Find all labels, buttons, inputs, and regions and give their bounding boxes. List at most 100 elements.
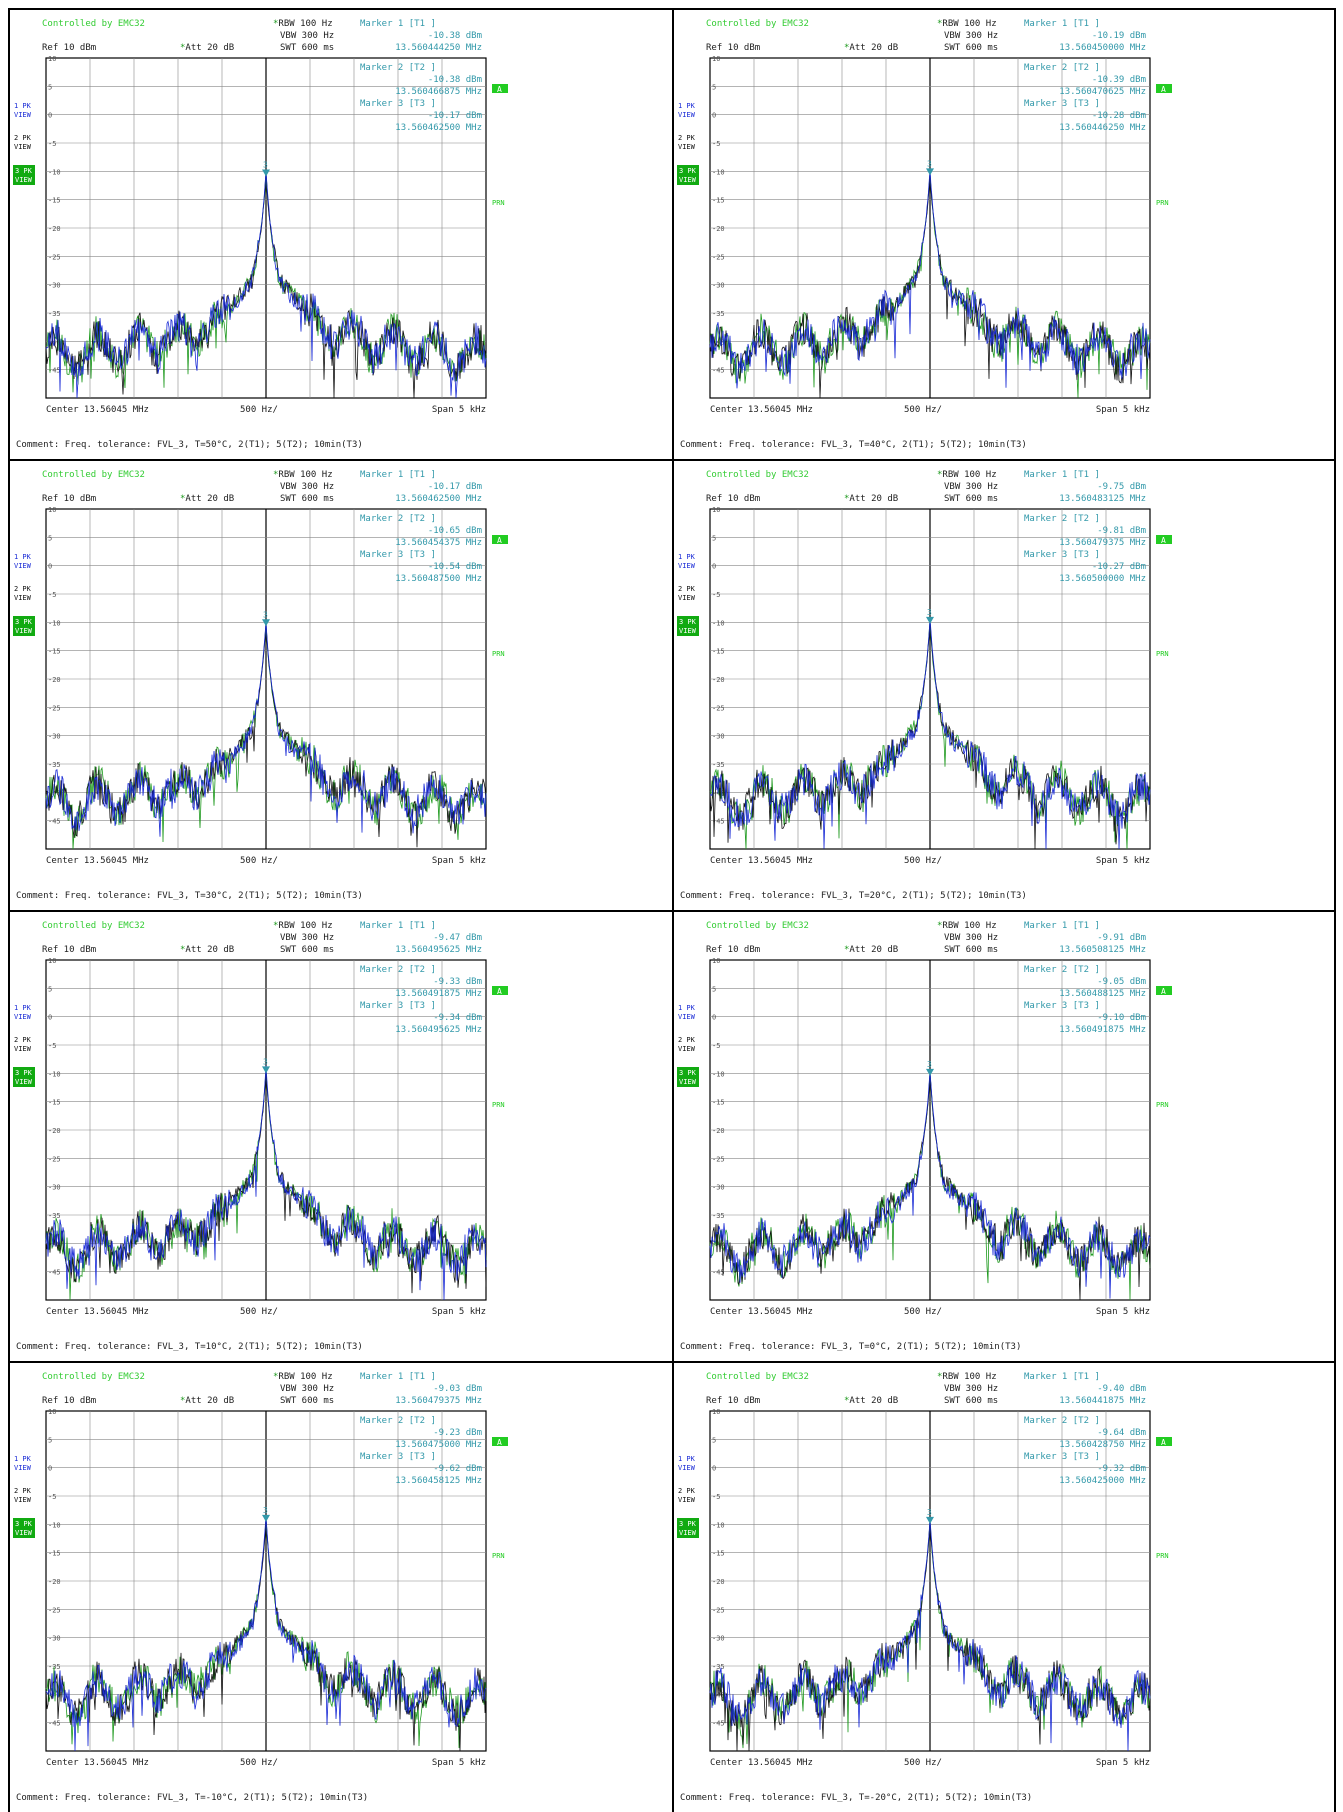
y-tick-label: -25 — [48, 704, 61, 712]
y-tick-label: 5 — [48, 985, 52, 993]
controlled-by-label: Controlled by EMC32 — [42, 921, 145, 931]
vbw-label: VBW 300 Hz — [944, 31, 998, 41]
y-tick-label: -5 — [48, 1042, 56, 1050]
div-label: 500 Hz/ — [240, 1758, 278, 1768]
comment-text: Comment: Freq. tolerance: FVL_3, T=40°C,… — [680, 440, 1027, 450]
trace1-view-label: 1 PK — [14, 553, 32, 561]
trace1-view-sub: VIEW — [14, 562, 32, 570]
y-tick-label: -10 — [712, 619, 725, 627]
trace2-view-sub: VIEW — [678, 143, 696, 151]
marker-number-label: 3 — [927, 1508, 932, 1517]
trace3-view-sub: VIEW — [679, 627, 697, 635]
y-tick-label: -15 — [712, 1550, 725, 1558]
y-tick-label: -25 — [712, 253, 725, 261]
y-tick-label: -10 — [48, 1521, 61, 1529]
trace3-view-sub: VIEW — [15, 627, 33, 635]
trace3-view-badge — [13, 1518, 35, 1538]
trace3-view-badge — [677, 616, 699, 636]
swt-label: SWT 600 ms — [280, 494, 334, 504]
trace3-view-label: 3 PK — [679, 618, 697, 626]
span-label: Span 5 kHz — [1096, 405, 1150, 415]
y-tick-label: -35 — [712, 1212, 725, 1220]
marker1-freq: 13.560441875 MHz — [1059, 1396, 1146, 1406]
trace1-view-sub: VIEW — [14, 111, 32, 119]
y-tick-label: -25 — [712, 1155, 725, 1163]
trace3-view-badge — [13, 165, 35, 185]
marker1-title: Marker 1 [T1 ] — [1024, 470, 1100, 480]
y-tick-label: -20 — [712, 1578, 725, 1586]
marker3-title: Marker 3 [T3 ] — [360, 99, 436, 109]
prn-label: PRN — [1156, 1101, 1169, 1109]
marker2-freq: 13.560479375 MHz — [1059, 538, 1146, 548]
center-freq-label: Center 13.56045 MHz — [46, 1758, 149, 1768]
y-tick-label: -30 — [48, 1635, 61, 1643]
spectrum-plot: Controlled by EMC32 Ref 10 dBm *RBW 100 Hz… — [677, 19, 1172, 415]
trace1-view-label: 1 PK — [678, 553, 696, 561]
trace-1-line — [45, 1065, 487, 1301]
center-freq-label: Center 13.56045 MHz — [710, 405, 813, 415]
trace2-view-sub: VIEW — [678, 594, 696, 602]
y-tick-label: -30 — [48, 282, 61, 290]
marker1-level: -9.91 dBm — [1097, 933, 1146, 943]
span-label: Span 5 kHz — [1096, 1307, 1150, 1317]
marker1-title: Marker 1 [T1 ] — [1024, 921, 1100, 931]
y-tick-label: -35 — [712, 310, 725, 318]
att-label: *Att 20 dB — [180, 43, 234, 53]
marker2-title: Marker 2 [T2 ] — [360, 514, 436, 524]
y-tick-label: -5 — [48, 591, 56, 599]
att-label: *Att 20 dB — [180, 945, 234, 955]
marker1-freq: 13.560508125 MHz — [1059, 945, 1146, 955]
controlled-by-label: Controlled by EMC32 — [42, 1372, 145, 1382]
att-label: *Att 20 dB — [180, 1396, 234, 1406]
ref-level-label: Ref 10 dBm — [706, 494, 760, 504]
a-badge — [1156, 535, 1172, 544]
trace3-view-badge — [677, 1067, 699, 1087]
marker3-title: Marker 3 [T3 ] — [1024, 550, 1100, 560]
div-label: 500 Hz/ — [240, 405, 278, 415]
vbw-label: VBW 300 Hz — [280, 31, 334, 41]
gridlines — [710, 509, 1150, 849]
trace3-view-badge — [13, 616, 35, 636]
spectrum-plot: Controlled by EMC32 Ref 10 dBm *RBW 100 Hz… — [677, 1372, 1172, 1768]
trace3-view-label: 3 PK — [15, 1069, 33, 1077]
prn-label: PRN — [1156, 1552, 1169, 1560]
spectrum-plot: Controlled by EMC32 Ref 10 dBm *RBW 100 Hz… — [13, 470, 508, 866]
marker1-level: -9.47 dBm — [433, 933, 482, 943]
center-freq-label: Center 13.56045 MHz — [710, 1307, 813, 1317]
spectrum-panel: Controlled by EMC32 Ref 10 dBm *RBW 100 Hz… — [8, 910, 672, 1361]
y-tick-label: -10 — [48, 168, 61, 176]
y-tick-label: -35 — [48, 761, 61, 769]
a-badge-label: A — [1161, 536, 1166, 545]
y-tick-label: -10 — [48, 1070, 61, 1078]
y-tick-label: -45 — [48, 367, 61, 375]
trace1-view-sub: VIEW — [678, 1464, 696, 1472]
trace3-view-label: 3 PK — [679, 1520, 697, 1528]
marker3-level: -9.34 dBm — [433, 1013, 482, 1023]
center-freq-label: Center 13.56045 MHz — [46, 405, 149, 415]
a-badge-label: A — [497, 1438, 502, 1447]
y-tick-label: 5 — [712, 534, 716, 542]
vbw-label: VBW 300 Hz — [944, 482, 998, 492]
marker1-level: -9.75 dBm — [1097, 482, 1146, 492]
y-tick-label: -25 — [712, 704, 725, 712]
trace1-view-sub: VIEW — [14, 1013, 32, 1021]
y-tick-label: -35 — [48, 1212, 61, 1220]
y-tick-label: 5 — [712, 1436, 716, 1444]
trace2-view-label: 2 PK — [678, 1487, 696, 1495]
controlled-by-label: Controlled by EMC32 — [706, 1372, 809, 1382]
marker1-title: Marker 1 [T1 ] — [1024, 1372, 1100, 1382]
center-freq-label: Center 13.56045 MHz — [46, 1307, 149, 1317]
marker2-freq: 13.560428750 MHz — [1059, 1440, 1146, 1450]
ref-level-label: Ref 10 dBm — [706, 1396, 760, 1406]
y-tick-label: -5 — [712, 140, 720, 148]
ref-level-label: Ref 10 dBm — [706, 945, 760, 955]
spectrum-plot: Controlled by EMC32 Ref 10 dBm *RBW 100 Hz… — [13, 1372, 508, 1768]
marker-triangle-icon — [926, 1068, 934, 1076]
a-badge — [492, 1437, 508, 1446]
comment-text: Comment: Freq. tolerance: FVL_3, T=20°C,… — [680, 891, 1027, 901]
vbw-label: VBW 300 Hz — [280, 1384, 334, 1394]
